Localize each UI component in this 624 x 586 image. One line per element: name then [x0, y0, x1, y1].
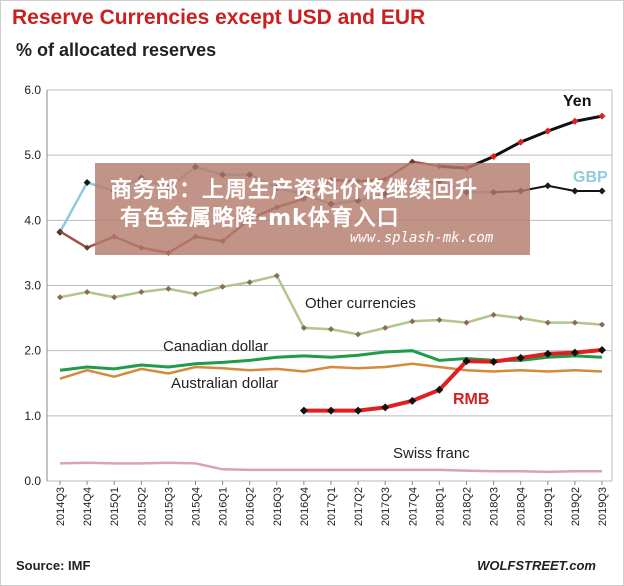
point-rmb: [543, 349, 552, 358]
point-other-currencies: [246, 279, 253, 286]
watermark-overlay: [95, 163, 530, 255]
y-tick-label: 0.0: [24, 474, 41, 488]
x-tick-label: 2014Q3: [55, 487, 67, 526]
x-tick-label: 2018Q4: [516, 487, 528, 526]
point-yen-recent: [517, 138, 525, 146]
point-yen-recent: [490, 152, 498, 160]
series-label: RMB: [453, 391, 489, 408]
point-other-currencies: [328, 326, 334, 333]
point-yen: [57, 228, 63, 235]
point-gbp: [598, 187, 606, 195]
watermark-line-2: 有色金属略降-mk体育入口: [120, 206, 400, 231]
x-tick-label: 2019Q2: [570, 487, 582, 526]
point-other-currencies: [111, 294, 118, 301]
point-other-currencies: [544, 319, 551, 326]
point-rmb: [570, 348, 579, 357]
point-other-currencies: [571, 319, 578, 326]
point-rmb: [327, 406, 335, 415]
point-other-currencies: [463, 319, 470, 326]
grid-layer: [47, 89, 612, 482]
point-rmb: [489, 357, 498, 366]
axis-layer: 0.0 1.0 2.0 3.0 4.0 5.0 6.0 2014Q3 2014Q4 2015Q1 2…: [24, 83, 613, 526]
point-yen-recent: [544, 127, 552, 135]
x-tick-label: 2015Q4: [191, 487, 203, 526]
x-tick-label: 2017Q2: [353, 487, 365, 526]
point-other-currencies: [382, 324, 389, 331]
x-tick-label: 2015Q1: [109, 487, 121, 526]
point-other-currencies: [490, 311, 497, 318]
point-other-currencies: [517, 315, 524, 322]
point-other-currencies: [599, 321, 605, 328]
series-label: Yen: [563, 93, 591, 110]
point-other-currencies: [192, 290, 199, 297]
watermark-line-1: 商务部：上周生产资料价格继续回升: [110, 178, 479, 203]
point-yen-recent: [571, 117, 579, 125]
x-tick-label: 2018Q1: [434, 487, 446, 526]
point-other-currencies: [409, 318, 416, 325]
point-yen-recent: [598, 112, 606, 120]
series-label: Australian dollar: [171, 375, 279, 392]
series-rmb: [303, 348, 603, 413]
point-yen: [84, 244, 91, 251]
x-tick-label: 2019Q1: [543, 487, 555, 526]
series-label: Canadian dollar: [163, 338, 268, 355]
series-label: Swiss franc: [393, 445, 470, 462]
x-tick-label: 2019Q3: [597, 487, 609, 526]
y-tick-label: 1.0: [24, 409, 41, 423]
chart-source: Source: IMF: [16, 558, 91, 573]
point-other-currencies: [84, 289, 91, 296]
point-rmb: [462, 357, 471, 366]
point-other-currencies: [165, 285, 172, 292]
x-tick-label: 2016Q1: [218, 487, 230, 526]
x-tick-label: 2018Q2: [462, 487, 474, 526]
point-rmb: [516, 353, 525, 362]
point-rmb: [381, 403, 390, 412]
point-gbp: [571, 187, 579, 195]
chart-subtitle: % of allocated reserves: [16, 40, 217, 60]
y-tick-label: 4.0: [24, 213, 41, 227]
point-other-currencies: [57, 294, 63, 301]
y-tick-label: 5.0: [24, 148, 41, 162]
point-other-currencies: [219, 283, 226, 290]
series-australian-dollar: [59, 362, 603, 380]
x-tick-label: 2015Q3: [163, 487, 175, 526]
x-tick-label: 2014Q4: [82, 487, 94, 526]
y-tick-label: 3.0: [24, 279, 41, 293]
x-tick-label: 2017Q3: [380, 487, 392, 526]
point-other-currencies: [273, 272, 280, 279]
series-label: Other currencies: [305, 295, 416, 312]
x-tick-label: 2016Q3: [272, 487, 284, 526]
point-rmb: [299, 406, 308, 415]
x-tick-label: 2017Q4: [407, 487, 419, 526]
point-rmb: [408, 396, 417, 405]
point-other-currencies: [300, 324, 307, 331]
point-rmb: [354, 406, 363, 415]
series-label: GBP: [573, 169, 608, 186]
chart-brand: WOLFSTREET.com: [477, 558, 596, 573]
y-tick-label: 2.0: [24, 344, 41, 358]
x-tick-label: 2016Q2: [245, 487, 257, 526]
x-tick-label: 2018Q3: [489, 487, 501, 526]
point-other-currencies: [138, 289, 145, 296]
chart-title: Reserve Currencies except USD and EUR: [12, 6, 426, 29]
point-other-currencies: [355, 331, 362, 338]
point-gbp: [83, 179, 91, 187]
point-rmb: [598, 346, 606, 355]
x-tick-label: 2015Q2: [136, 487, 148, 526]
point-rmb: [435, 385, 444, 394]
x-tick-label: 2016Q4: [299, 487, 311, 526]
watermark-url: www.splash-mk.com: [350, 230, 494, 246]
label-layer: Yen GBP Other currencies Canadian dollar Aus…: [163, 93, 608, 462]
point-other-currencies: [436, 317, 443, 324]
point-gbp: [544, 182, 552, 190]
x-tick-label: 2017Q1: [326, 487, 338, 526]
y-tick-label: 6.0: [24, 83, 41, 97]
series-swiss-franc: [59, 461, 602, 474]
